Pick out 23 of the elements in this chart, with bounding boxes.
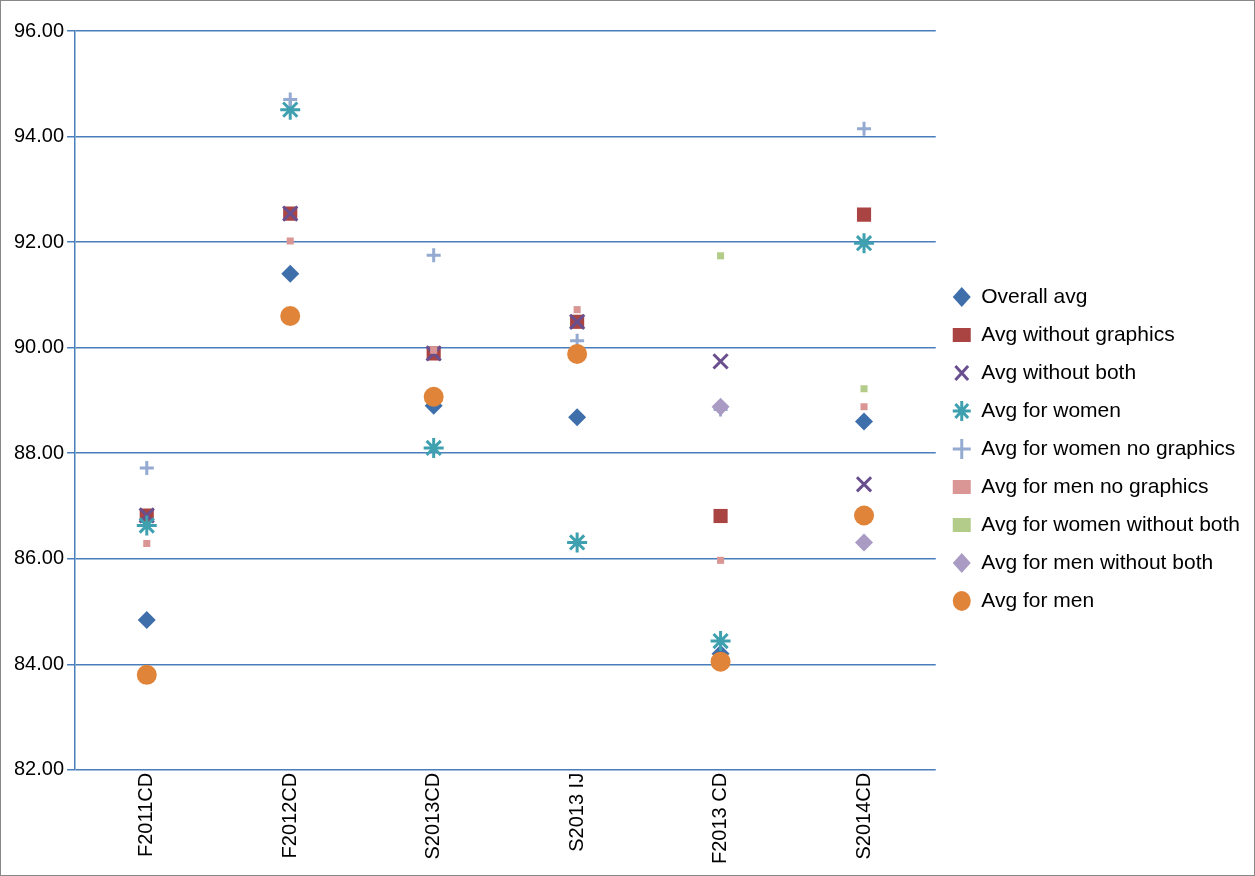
legend-label: Avg for men without both	[981, 549, 1214, 573]
y-tick-label: 84.00	[13, 651, 65, 674]
x-tick-label: S2013 IJ	[564, 772, 587, 852]
legend-label: Avg for men	[981, 587, 1095, 611]
legend-label: Avg for women	[981, 397, 1121, 421]
y-tick-label: 82.00	[13, 757, 65, 780]
y-tick-label: 86.00	[13, 546, 65, 569]
legend-label: Overall avg	[981, 283, 1088, 307]
x-tick-label: F2011CD	[134, 772, 157, 857]
y-tick-label: 92.00	[13, 229, 65, 252]
legend-label: Avg for men no graphics	[981, 473, 1209, 497]
legend-label: Avg for women without both	[981, 511, 1241, 535]
legend-label: Avg for women no graphics	[981, 435, 1236, 459]
y-tick-label: 90.00	[13, 335, 65, 358]
x-tick-label: S2013CD	[421, 772, 444, 860]
x-tick-label: F2012CD	[277, 772, 300, 859]
legend-label: Avg without both	[981, 359, 1137, 383]
y-tick-label: 96.00	[13, 18, 65, 41]
legend-label: Avg without graphics	[981, 321, 1175, 345]
y-tick-label: 88.00	[13, 440, 65, 463]
y-tick-label: 94.00	[13, 124, 65, 147]
x-tick-label: F2013 CD	[708, 772, 731, 864]
x-tick-label: S2014CD	[851, 772, 874, 860]
